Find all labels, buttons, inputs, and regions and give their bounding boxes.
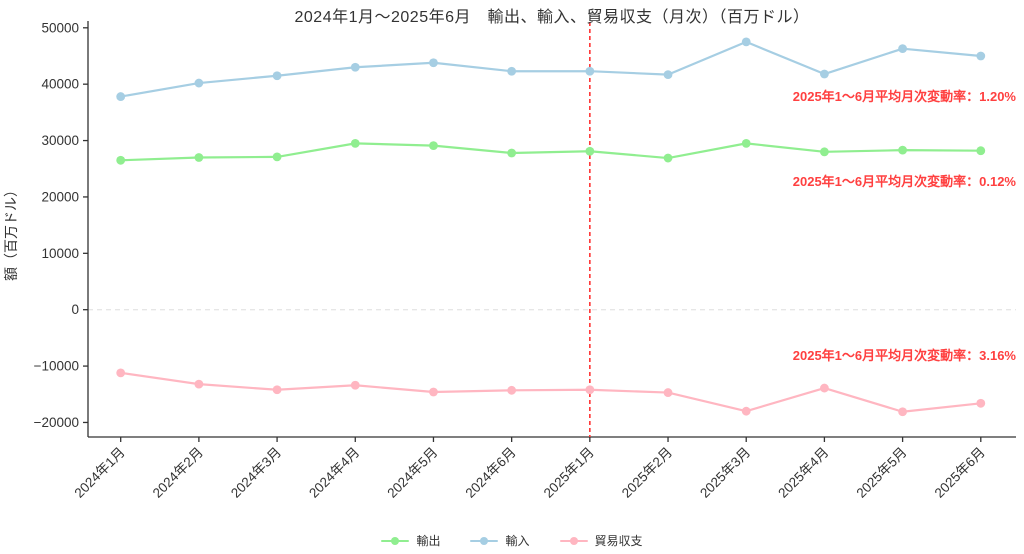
chart-title: 2024年1月～2025年6月 輸出、輸入、貿易収支（月次）（百万ドル） <box>294 9 810 26</box>
x-tick-label: 2025年3月 <box>697 445 753 501</box>
series-0-point-9 <box>820 147 829 157</box>
series-0-point-0 <box>116 155 126 165</box>
series-2-point-8 <box>741 406 751 416</box>
series-2-point-6 <box>585 385 595 395</box>
annotation-balance-change-rate: 2025年1～6月平均月次変動率：3.16% <box>792 348 1016 363</box>
balance-line-marker-icon <box>559 536 588 545</box>
x-tick-label: 2024年2月 <box>150 445 206 501</box>
legend-item-exports: 輸出 <box>381 532 440 549</box>
x-tick-label: 2025年1月 <box>541 445 597 501</box>
series-0-point-5 <box>507 148 517 158</box>
series-2-point-11 <box>976 398 986 408</box>
series-1-point-0 <box>116 92 126 101</box>
y-tick-label: 50000 <box>41 20 79 35</box>
y-tick-label: −10000 <box>34 359 79 374</box>
x-tick-label: 2024年3月 <box>228 445 284 501</box>
series-1-point-11 <box>976 51 986 61</box>
legend-item-imports: 輸入 <box>470 532 530 549</box>
annotation-exports-change-rate: 2025年1～6月平均月次変動率：0.12% <box>792 174 1016 189</box>
series-2-point-7 <box>663 388 673 397</box>
series-0-point-10 <box>898 145 907 155</box>
exports-line-marker-icon <box>381 536 410 545</box>
x-tick-label: 2024年5月 <box>384 445 440 501</box>
legend-item-balance: 貿易収支 <box>559 532 643 549</box>
series-1-point-3 <box>350 62 360 72</box>
x-tick-label: 2025年6月 <box>932 445 988 501</box>
y-tick-label: 20000 <box>41 189 79 204</box>
y-tick-label: 40000 <box>41 77 79 92</box>
series-1-point-1 <box>194 78 204 88</box>
legend-label-balance: 貿易収支 <box>594 534 643 548</box>
series-0-point-8 <box>741 138 751 148</box>
y-tick-label: 10000 <box>41 246 79 261</box>
series-2-point-10 <box>898 407 907 417</box>
x-tick-label: 2025年2月 <box>619 445 675 501</box>
series-0-point-6 <box>585 146 595 156</box>
series-1-point-10 <box>898 44 907 54</box>
series-2-point-9 <box>820 383 829 393</box>
imports-line-marker-icon <box>470 536 499 545</box>
series-1-point-5 <box>507 66 517 76</box>
y-tick-label: 30000 <box>41 133 79 148</box>
x-tick-label: 2024年4月 <box>306 445 362 501</box>
legend-label-exports: 輸出 <box>416 534 441 548</box>
series-0-point-2 <box>272 152 282 162</box>
series-0-point-11 <box>976 146 986 156</box>
series-line-1 <box>119 40 982 98</box>
series-0-point-3 <box>350 138 360 148</box>
series-2-point-2 <box>272 385 282 395</box>
annotation-imports-change-rate: 2025年1～6月平均月次変動率：1.20% <box>792 89 1016 104</box>
series-2-point-3 <box>350 380 360 390</box>
series-1-point-6 <box>585 66 595 76</box>
y-tick-label: −20000 <box>34 415 79 430</box>
y-axis-label: 額（百万ドル） <box>3 183 19 281</box>
series-1-point-8 <box>741 37 751 47</box>
series-0-point-4 <box>429 141 438 151</box>
legend-label-imports: 輸入 <box>505 534 530 548</box>
series-2-point-5 <box>507 385 517 395</box>
x-tick-label: 2025年4月 <box>775 445 831 501</box>
series-2-point-4 <box>429 387 438 397</box>
y-tick-label: 0 <box>71 302 79 317</box>
series-line-0 <box>119 142 982 162</box>
chart-legend: 輸出 輸入 貿易収支 <box>0 532 1024 549</box>
series-1-point-7 <box>663 70 673 79</box>
series-line-2 <box>119 371 982 413</box>
series-2-point-1 <box>194 379 204 389</box>
series-1-point-9 <box>820 69 829 79</box>
x-tick-label: 2025年5月 <box>853 445 909 501</box>
series-0-point-7 <box>663 153 673 163</box>
series-1-point-4 <box>429 58 438 68</box>
series-0-point-1 <box>194 153 204 162</box>
x-tick-label: 2024年6月 <box>463 445 519 501</box>
series-2-point-0 <box>116 368 126 378</box>
series-1-point-2 <box>272 71 282 81</box>
x-tick-label: 2024年1月 <box>72 445 128 501</box>
